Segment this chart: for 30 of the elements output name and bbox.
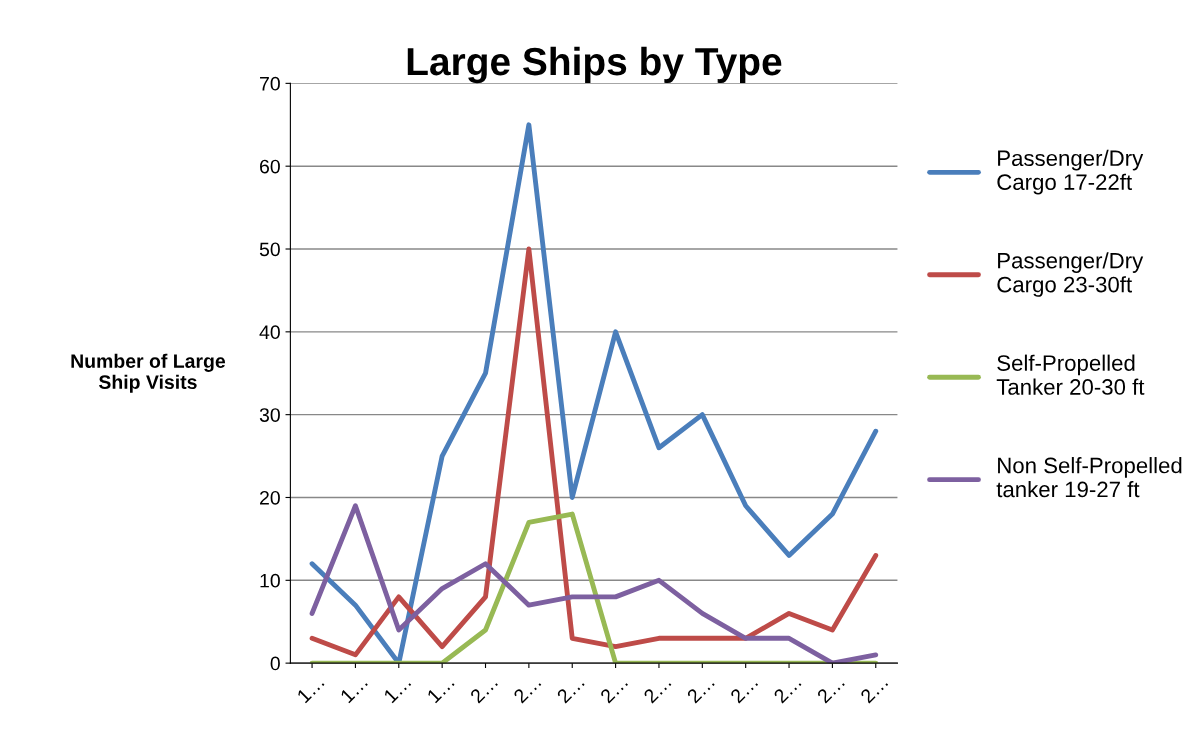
x-tick-label: 2…: [599, 675, 628, 704]
legend-label: Self-Propelled Tanker 20-30 ft: [996, 354, 1145, 395]
x-tick-label: 2…: [512, 675, 542, 704]
x-tick-label: 2…: [729, 675, 759, 704]
x-tick-label: 2…: [469, 675, 498, 704]
x-tick-label: 1…: [426, 675, 455, 704]
y-tick-label: 10: [260, 573, 280, 588]
x-tick-label: 1…: [339, 675, 368, 704]
line-series: [309, 122, 879, 664]
y-tick-label: 0: [270, 656, 280, 671]
x-tick-label: 2…: [686, 675, 715, 704]
legend-label: Passenger/Dry Cargo 23-30ft: [997, 252, 1144, 297]
y-tick-label: 30: [259, 408, 280, 422]
chart-title: Large Ships by Type: [407, 46, 782, 84]
y-tick-label: 50: [259, 242, 280, 257]
x-tick-label: 1…: [383, 675, 412, 704]
y-tick-label: 20: [260, 490, 280, 505]
x-tick-label: 2…: [859, 675, 889, 704]
y-axis-title: Number of Large Ship Visits: [71, 353, 226, 393]
y-tick-label: 60: [260, 159, 280, 174]
legend-label: Passenger/Dry Cargo 17-22ft: [997, 149, 1144, 195]
legend-label: Non Self-Propelled tanker 19-27 ft: [996, 457, 1182, 498]
y-tick-label: 70: [260, 76, 280, 91]
x-tick-label: 2…: [556, 675, 585, 704]
line-series: [309, 246, 879, 658]
x-tick-label: 2…: [772, 675, 802, 704]
x-tick-label: 2…: [642, 675, 672, 704]
x-tick-label: 2…: [816, 675, 845, 704]
x-tick-label: 1…: [296, 675, 325, 704]
y-tick-label: 40: [259, 325, 280, 340]
